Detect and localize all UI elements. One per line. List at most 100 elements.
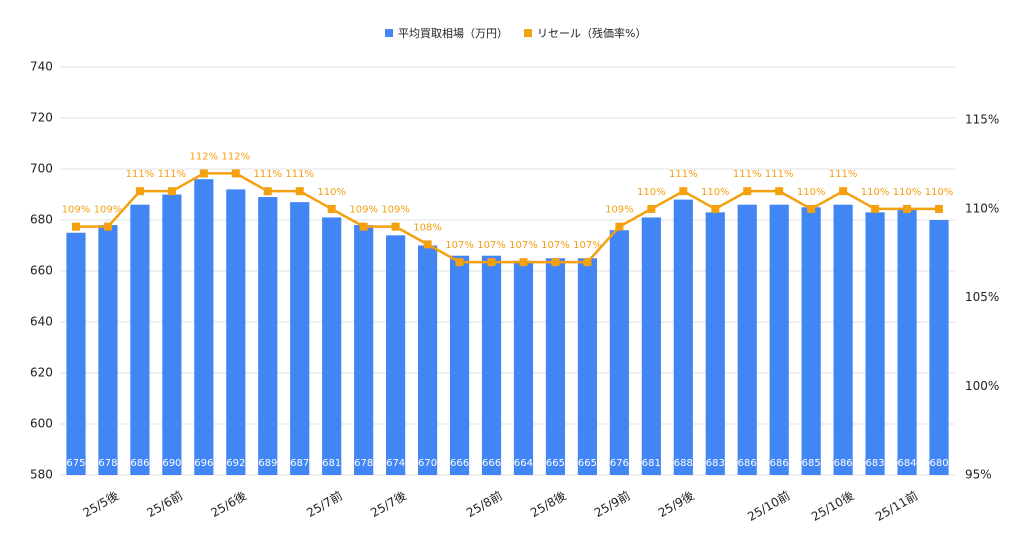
legend-label: リセール（残価率%） [537, 26, 646, 40]
x-tick-label: 25/10前 [745, 488, 793, 524]
bar [641, 217, 661, 475]
bar [513, 260, 534, 475]
line-label: 111% [253, 169, 282, 180]
bar-label: 678 [354, 458, 373, 469]
line-label: 112% [222, 151, 251, 162]
bar-label: 686 [738, 458, 757, 469]
line-marker [839, 187, 848, 196]
line-label: 111% [733, 169, 762, 180]
line-label: 107% [509, 240, 538, 251]
line-marker [231, 169, 240, 178]
y-tick-label: 720 [30, 111, 53, 125]
line-marker [199, 169, 208, 178]
bar [66, 232, 86, 475]
bar [833, 204, 853, 475]
x-tick-label: 25/9後 [656, 489, 697, 521]
bar [162, 194, 182, 475]
line-label: 109% [381, 205, 410, 216]
bar-label: 665 [546, 458, 565, 469]
bar [130, 204, 150, 475]
bar-label: 675 [66, 458, 85, 469]
line-marker [263, 187, 272, 196]
x-tick-label: 25/11前 [872, 488, 920, 524]
line-label: 107% [477, 240, 506, 251]
line-label: 111% [126, 169, 155, 180]
y2-tick-label: 105% [965, 290, 999, 304]
line-label: 110% [925, 187, 954, 198]
bar-label: 683 [866, 458, 885, 469]
line-marker [167, 187, 176, 196]
line-marker [487, 258, 496, 267]
bar-label: 686 [770, 458, 789, 469]
bar [705, 212, 725, 475]
bar [801, 207, 821, 475]
line-marker [295, 187, 304, 196]
bar [386, 235, 406, 475]
bar [290, 202, 310, 475]
bar [929, 220, 949, 475]
line-marker [711, 204, 720, 213]
bar [322, 217, 342, 475]
line-marker [807, 204, 816, 213]
line-label: 111% [285, 169, 314, 180]
bar-label: 681 [642, 458, 661, 469]
bar [481, 255, 502, 475]
line-marker [71, 222, 80, 231]
line-label: 109% [94, 205, 123, 216]
line-marker [455, 258, 464, 267]
line-label: 107% [445, 240, 474, 251]
line-marker [871, 204, 880, 213]
line-label: 109% [349, 205, 378, 216]
x-tick-label: 25/9前 [591, 488, 632, 520]
bar-label: 674 [386, 458, 405, 469]
line-label: 110% [797, 187, 826, 198]
bar-label: 688 [674, 458, 693, 469]
y2-tick-label: 110% [965, 201, 999, 215]
bar [258, 197, 278, 476]
line-label: 108% [413, 222, 442, 233]
line-marker [583, 258, 592, 267]
bar-label: 689 [258, 458, 277, 469]
bar-label: 670 [418, 458, 437, 469]
bar [354, 225, 374, 475]
line-label: 110% [317, 187, 346, 198]
legend-swatch [385, 29, 393, 37]
y-tick-label: 700 [30, 162, 53, 176]
line-marker [615, 222, 624, 231]
line-label: 111% [669, 169, 698, 180]
bar [418, 245, 438, 475]
bar-label: 696 [194, 458, 213, 469]
y-tick-label: 680 [30, 213, 53, 227]
line-marker [391, 222, 400, 231]
bar [737, 204, 757, 475]
line-label: 110% [893, 187, 922, 198]
y-tick-label: 600 [30, 417, 53, 431]
line-marker [551, 258, 560, 267]
y-tick-label: 640 [30, 315, 53, 329]
line-label: 110% [637, 187, 666, 198]
bar [609, 230, 629, 475]
line-marker [775, 187, 784, 196]
y2-tick-label: 115% [965, 113, 999, 127]
y-tick-label: 660 [30, 264, 53, 278]
line-marker [903, 204, 912, 213]
bar-label: 676 [610, 458, 629, 469]
bar-label: 678 [98, 458, 117, 469]
bar-label: 692 [226, 458, 245, 469]
x-tick-label: 25/7後 [368, 489, 409, 521]
line-marker [135, 187, 144, 196]
bar [194, 179, 214, 475]
y-tick-label: 620 [30, 366, 53, 380]
line-marker [359, 222, 368, 231]
bar [449, 255, 470, 475]
bar [865, 212, 885, 475]
line-label: 111% [765, 169, 794, 180]
bar [897, 209, 917, 476]
bar-label: 665 [578, 458, 597, 469]
line-label: 107% [541, 240, 570, 251]
bar-label: 664 [514, 458, 533, 469]
y2-tick-label: 100% [965, 379, 999, 393]
line-label: 111% [829, 169, 858, 180]
line-marker [519, 258, 528, 267]
bar [769, 204, 789, 475]
